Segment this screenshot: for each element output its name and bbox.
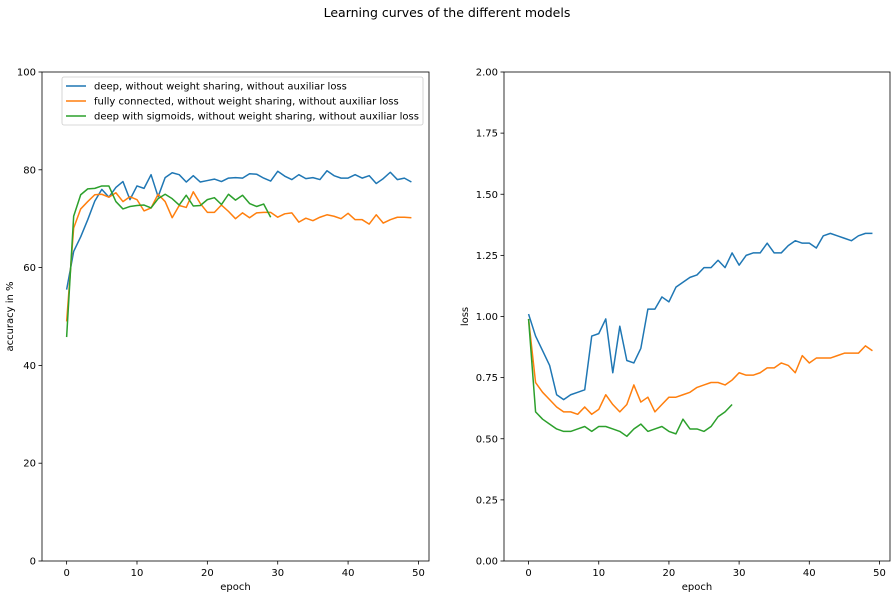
y-tick-label: 1.75 [476, 129, 498, 140]
y-axis-label: accuracy in % [5, 281, 16, 351]
x-tick-label: 0 [525, 568, 531, 579]
legend-label: deep, without weight sharing, without au… [94, 82, 347, 93]
series-line-1 [527, 232, 873, 401]
y-tick-label: 40 [23, 361, 36, 372]
y-tick-label: 1.50 [476, 190, 498, 201]
legend-label: fully connected, without weight sharing,… [94, 97, 399, 108]
x-tick-label: 10 [592, 568, 605, 579]
x-tick-label: 20 [663, 568, 676, 579]
series-line-2 [65, 191, 412, 322]
y-axis-label: loss [460, 307, 471, 326]
x-tick-label: 30 [271, 568, 284, 579]
plot-frame [503, 71, 891, 562]
y-tick-label: 0.25 [476, 495, 498, 506]
y-tick-label: 80 [23, 165, 36, 176]
chart-1: 0 10 20 30 40 50 0 20 40 60 80 100 epoch accuracy in … [5, 68, 430, 593]
y-tick-label: 60 [23, 263, 36, 274]
x-tick-label: 40 [342, 568, 355, 579]
x-tick-label: 30 [733, 568, 746, 579]
y-tick-label: 0.00 [476, 557, 498, 568]
x-tick-label: 40 [803, 568, 816, 579]
y-tick-label: 2.00 [476, 68, 498, 79]
legend: deep, without weight sharing, without au… [61, 76, 424, 126]
series-line-3 [527, 318, 733, 438]
figure-title: Learning curves of the different models [323, 5, 571, 20]
chart-2: 0 10 20 30 40 50 0.00 0.25 0.50 0.75 1.00 1.25 1.50 1… [460, 68, 891, 593]
x-axis-label: epoch [220, 582, 250, 593]
x-tick-label: 50 [873, 568, 886, 579]
x-tick-label: 20 [201, 568, 214, 579]
legend-label: deep with sigmoids, without weight shari… [94, 112, 419, 123]
legend-box [61, 76, 424, 126]
series-line-1 [65, 170, 412, 290]
x-tick-label: 10 [131, 568, 144, 579]
y-tick-label: 0 [30, 557, 36, 568]
x-tick-label: 0 [63, 568, 69, 579]
y-tick-label: 20 [23, 459, 36, 470]
x-tick-label: 50 [412, 568, 425, 579]
y-tick-label: 0.50 [476, 434, 498, 445]
y-tick-label: 1.25 [476, 251, 498, 262]
y-tick-label: 0.75 [476, 373, 498, 384]
y-tick-label: 1.00 [476, 312, 498, 323]
plot-frame [41, 71, 430, 562]
series-line-3 [65, 185, 272, 338]
series-line-2 [527, 318, 873, 416]
x-axis-label: epoch [682, 582, 712, 593]
y-tick-label: 100 [17, 68, 36, 79]
